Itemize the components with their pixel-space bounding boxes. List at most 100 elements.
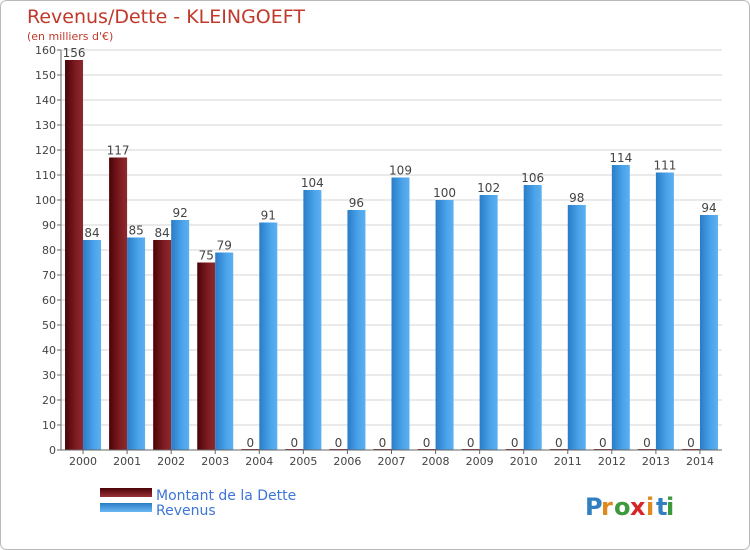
legend-swatch-debt xyxy=(100,488,152,497)
x-tick-label: 2008 xyxy=(422,455,450,468)
x-tick-label: 2010 xyxy=(510,455,538,468)
y-tick-label: 140 xyxy=(35,94,56,107)
data-label-revenus-2012: 114 xyxy=(609,151,632,165)
y-axis-ticks: 0 10 20 30 40 50 60 70 80 90 100 110 120 130 140 150 160 xyxy=(35,44,61,457)
x-tick-label: 2000 xyxy=(69,455,97,468)
x-tick-label: 2004 xyxy=(245,455,273,468)
data-label-revenus-2011: 98 xyxy=(569,191,584,205)
bar-debt-2001 xyxy=(109,157,128,450)
data-label-debt-2004: 0 xyxy=(246,436,254,450)
y-tick-label: 160 xyxy=(35,44,56,57)
logo-letter: o xyxy=(614,493,631,521)
bars xyxy=(65,60,718,450)
bar-revenus-2009 xyxy=(479,195,498,450)
data-label-revenus-2014: 94 xyxy=(701,201,716,215)
y-tick-label: 60 xyxy=(42,294,56,307)
logo-letter: i xyxy=(646,493,654,521)
bar-revenus-2011 xyxy=(567,205,586,450)
bar-revenus-2002 xyxy=(171,220,190,450)
y-tick-label: 120 xyxy=(35,144,56,157)
data-label-debt-2000: 156 xyxy=(63,46,86,60)
x-tick-label: 2001 xyxy=(113,455,141,468)
y-tick-label: 150 xyxy=(35,69,56,82)
logo-letter: x xyxy=(630,493,646,521)
data-label-debt-2012: 0 xyxy=(599,436,607,450)
proxiti-logo: Pr o x i ti xyxy=(585,493,674,521)
y-tick-label: 110 xyxy=(35,169,56,182)
bar-revenus-2014 xyxy=(699,215,718,450)
x-tick-label: 2011 xyxy=(554,455,582,468)
data-label-debt-2006: 0 xyxy=(335,436,343,450)
data-label-debt-2010: 0 xyxy=(511,436,519,450)
x-tick-label: 2005 xyxy=(289,455,317,468)
data-label-revenus-2008: 100 xyxy=(433,186,456,200)
data-label-revenus-2007: 109 xyxy=(389,164,412,178)
y-tick-label: 50 xyxy=(42,319,56,332)
x-tick-label: 2009 xyxy=(466,455,494,468)
legend: Montant de la Dette Revenus xyxy=(100,488,296,519)
bar-revenus-2000 xyxy=(83,240,102,450)
data-label-debt-2013: 0 xyxy=(643,436,651,450)
bar-revenus-2013 xyxy=(655,172,674,450)
bar-revenus-2003 xyxy=(215,252,234,450)
logo-letter: i xyxy=(666,493,674,521)
legend-label-debt: Montant de la Dette xyxy=(156,488,296,504)
chart-subtitle: (en milliers d'€) xyxy=(27,30,113,43)
chart-title: Revenus/Dette - KLEINGOEFT xyxy=(27,6,305,28)
y-tick-label: 100 xyxy=(35,194,56,207)
data-label-debt-2008: 0 xyxy=(423,436,431,450)
data-label-revenus-2013: 111 xyxy=(653,159,676,173)
bar-revenus-2007 xyxy=(391,177,410,450)
x-tick-label: 2006 xyxy=(333,455,361,468)
logo-letter: P xyxy=(585,493,603,521)
data-label-debt-2014: 0 xyxy=(687,436,695,450)
logo-letter: t xyxy=(656,493,667,521)
y-tick-label: 20 xyxy=(42,394,56,407)
y-tick-label: 40 xyxy=(42,344,56,357)
data-label-debt-2001: 117 xyxy=(107,144,130,158)
legend-label-revenus: Revenus xyxy=(156,503,216,519)
bar-debt-2003 xyxy=(197,262,216,450)
legend-swatch-revenus xyxy=(100,503,152,512)
bar-revenus-2001 xyxy=(127,237,146,450)
x-tick-label: 2014 xyxy=(686,455,714,468)
y-tick-label: 70 xyxy=(42,269,56,282)
x-axis-ticks: 2000 2001 2002 2003 2004 2005 2006 2007 2008 2009… xyxy=(69,450,714,468)
data-label-debt-2002: 84 xyxy=(155,226,170,240)
data-label-debt-2009: 0 xyxy=(467,436,475,450)
y-tick-label: 80 xyxy=(42,244,56,257)
bar-revenus-2012 xyxy=(611,165,630,450)
data-label-revenus-2010: 106 xyxy=(521,171,544,185)
data-label-revenus-2004: 91 xyxy=(261,209,276,223)
data-label-debt-2007: 0 xyxy=(379,436,387,450)
x-tick-label: 2002 xyxy=(157,455,185,468)
x-tick-label: 2003 xyxy=(201,455,229,468)
y-tick-label: 90 xyxy=(42,219,56,232)
data-label-revenus-2009: 102 xyxy=(477,181,500,195)
data-label-revenus-2006: 96 xyxy=(349,196,364,210)
y-tick-label: 10 xyxy=(42,419,56,432)
data-label-debt-2003: 75 xyxy=(199,249,214,263)
data-label-revenus-2005: 104 xyxy=(301,176,324,190)
data-label-revenus-2002: 92 xyxy=(173,206,188,220)
y-tick-label: 30 xyxy=(42,369,56,382)
bar-revenus-2006 xyxy=(347,210,366,450)
y-tick-label: 130 xyxy=(35,119,56,132)
bar-revenus-2005 xyxy=(303,190,322,450)
x-tick-label: 2012 xyxy=(598,455,626,468)
x-tick-label: 2007 xyxy=(378,455,406,468)
data-label-debt-2005: 0 xyxy=(291,436,299,450)
data-label-revenus-2000: 84 xyxy=(84,226,99,240)
data-label-revenus-2001: 85 xyxy=(128,224,143,238)
x-tick-label: 2013 xyxy=(642,455,670,468)
data-label-revenus-2003: 79 xyxy=(217,239,232,253)
y-tick-label: 0 xyxy=(49,444,56,457)
bar-revenus-2008 xyxy=(435,200,454,450)
logo-letter: r xyxy=(601,493,613,521)
bar-debt-2002 xyxy=(153,240,172,450)
bar-debt-2000 xyxy=(65,60,84,450)
bar-revenus-2004 xyxy=(259,222,278,450)
